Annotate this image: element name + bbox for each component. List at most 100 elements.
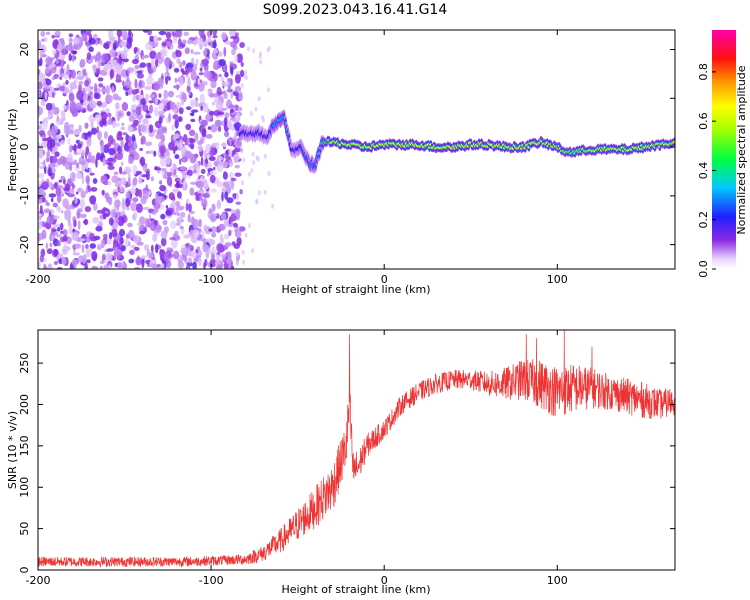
spectrogram-noise-cell — [190, 251, 197, 259]
spectrogram-noise-cell — [63, 121, 70, 132]
spectrogram-noise-cell — [159, 184, 167, 192]
spectrogram-noise-cell — [205, 249, 210, 259]
spectrogram-noise-cell — [44, 67, 50, 74]
spectrogram-noise-cell — [57, 240, 61, 247]
spectrogram-noise-cell — [109, 49, 116, 58]
spectrogram-noise-cell — [53, 73, 59, 79]
spectrogram-noise-cell — [76, 90, 84, 101]
spectrogram-noise-cell — [134, 78, 138, 89]
spectrogram-noise-cell — [151, 58, 155, 67]
spectrogram-noise-cell — [105, 42, 110, 49]
spectrogram-noise-cell — [224, 131, 230, 138]
spectrogram-noise-cell — [135, 106, 142, 116]
spectrogram-noise-cell — [144, 141, 153, 147]
spectrogram-noise-cell — [198, 30, 205, 37]
spectrogram-noise-cell — [93, 202, 98, 211]
spectrogram-noise-cell — [231, 48, 236, 56]
spectrogram-noise-cell — [170, 101, 177, 111]
spectrogram-noise-cell — [218, 51, 223, 57]
spectrogram-noise-cell — [52, 56, 55, 61]
spectrogram-noise-cell — [146, 76, 154, 86]
spectrogram-noise-cell — [153, 82, 160, 91]
spectrogram-noise-cell — [187, 213, 191, 223]
spectrogram-noise-cell — [173, 85, 181, 89]
spectrogram-noise-cell — [229, 148, 233, 157]
spectrogram-noise-cell — [100, 142, 105, 153]
spectrogram-noise-cell — [54, 30, 61, 36]
spectrogram-noise-cell — [145, 150, 151, 155]
spectrogram-noise-cell — [128, 116, 135, 122]
spectrogram-noise-cell — [68, 53, 72, 62]
spectrogram-noise-cell — [124, 79, 132, 89]
spectrogram-noise-cell — [69, 223, 73, 232]
spectrogram-noise-cell — [131, 123, 138, 128]
spectrogram-noise-cell — [250, 168, 254, 174]
spectrogram-noise-cell — [216, 199, 221, 210]
spectrogram-noise-cell — [166, 101, 171, 111]
spectrogram-noise-cell — [240, 69, 245, 78]
spectrogram-noise-cell — [207, 126, 212, 130]
spectrogram-noise-cell — [61, 48, 67, 56]
spectrogram-noise-cell — [83, 219, 88, 225]
spectrogram-noise-cell — [105, 252, 113, 261]
spectrogram-noise-cell — [149, 222, 156, 231]
colorbar: 0.0 0.2 0.4 0.6 0.8 Normalized spectral ampl… — [697, 30, 748, 278]
spectrogram-noise-cell — [136, 203, 143, 214]
spectrogram-noise-cell — [157, 51, 162, 57]
spectrogram-noise-cell — [54, 52, 59, 59]
spectrogram-noise-cell — [89, 91, 93, 96]
spectrogram-noise-cell — [62, 229, 68, 236]
spectrogram-noise-cell — [210, 124, 218, 133]
spectrogram-noise-cell — [81, 175, 85, 185]
spectrogram-noise-cell — [220, 212, 227, 221]
spectrogram-noise-cell — [44, 116, 51, 121]
spectrogram-noise-cell — [208, 228, 213, 232]
spectrogram-noise-cell — [89, 172, 95, 176]
spectrogram-noise-cell — [229, 171, 234, 179]
spectrogram-noise-cell — [80, 238, 86, 242]
colorbar-label: Normalized spectral amplitude — [735, 65, 748, 234]
spectrogram-noise-cell — [223, 262, 229, 268]
spectrogram-noise-cell — [149, 35, 155, 42]
spectrogram-noise-cell — [93, 235, 101, 241]
spectrogram-noise-cell — [45, 102, 53, 111]
spectrogram-noise-cell — [114, 182, 122, 188]
spectrogram-noise-cell — [68, 33, 74, 38]
spectrogram-noise-cell — [217, 264, 223, 269]
spectrogram-noise-cell — [166, 176, 173, 187]
spectrogram-noise-cell — [226, 197, 234, 204]
spectrogram-noise-cell — [107, 162, 114, 167]
spectrogram-noise-cell — [201, 230, 205, 239]
spectrogram-noise-cell — [175, 94, 181, 99]
spectrogram-noise-cell — [81, 244, 85, 254]
spectrogram-noise-cell — [114, 246, 119, 257]
spectrogram-noise-cell — [101, 189, 105, 196]
spectrogram-noise-cell — [165, 32, 172, 39]
spectrogram-noise-cell — [213, 166, 216, 171]
spectrogram-noise-cell — [242, 259, 246, 265]
spectrogram-noise-cell — [39, 204, 43, 215]
spectrogram-noise-cell — [197, 78, 201, 86]
spectrogram-noise-cell — [149, 104, 153, 114]
spectrogram-noise-cell — [182, 170, 187, 180]
spectrogram-noise-cell — [158, 93, 162, 98]
spectrogram-noise-cell — [91, 265, 99, 269]
spectrogram-noise-cell — [84, 79, 90, 87]
spectrogram-noise-cell — [120, 161, 124, 166]
spectrogram-noise-cell — [67, 129, 76, 135]
spectrogram-noise-cell — [146, 248, 151, 258]
spectrogram-noise-cell — [51, 109, 56, 115]
spectrogram-noise-cell — [125, 191, 131, 200]
spectrogram-noise-cell — [44, 85, 51, 89]
spectrogram-noise-cell — [221, 191, 224, 202]
spectrogram-noise-cell — [117, 67, 121, 75]
spectrogram-noise-cell — [107, 157, 114, 162]
spectrogram-noise-cell — [220, 77, 224, 83]
snr-frame — [37, 329, 676, 571]
spectrogram-noise-cell — [213, 110, 221, 117]
spectrogram-noise-cell — [198, 256, 202, 267]
spectrogram-noise-cell — [252, 48, 256, 54]
spectrogram-noise-cell — [167, 171, 173, 177]
spectrogram-noise-cell — [132, 177, 138, 186]
spectrogram-noise-cell — [147, 30, 152, 36]
